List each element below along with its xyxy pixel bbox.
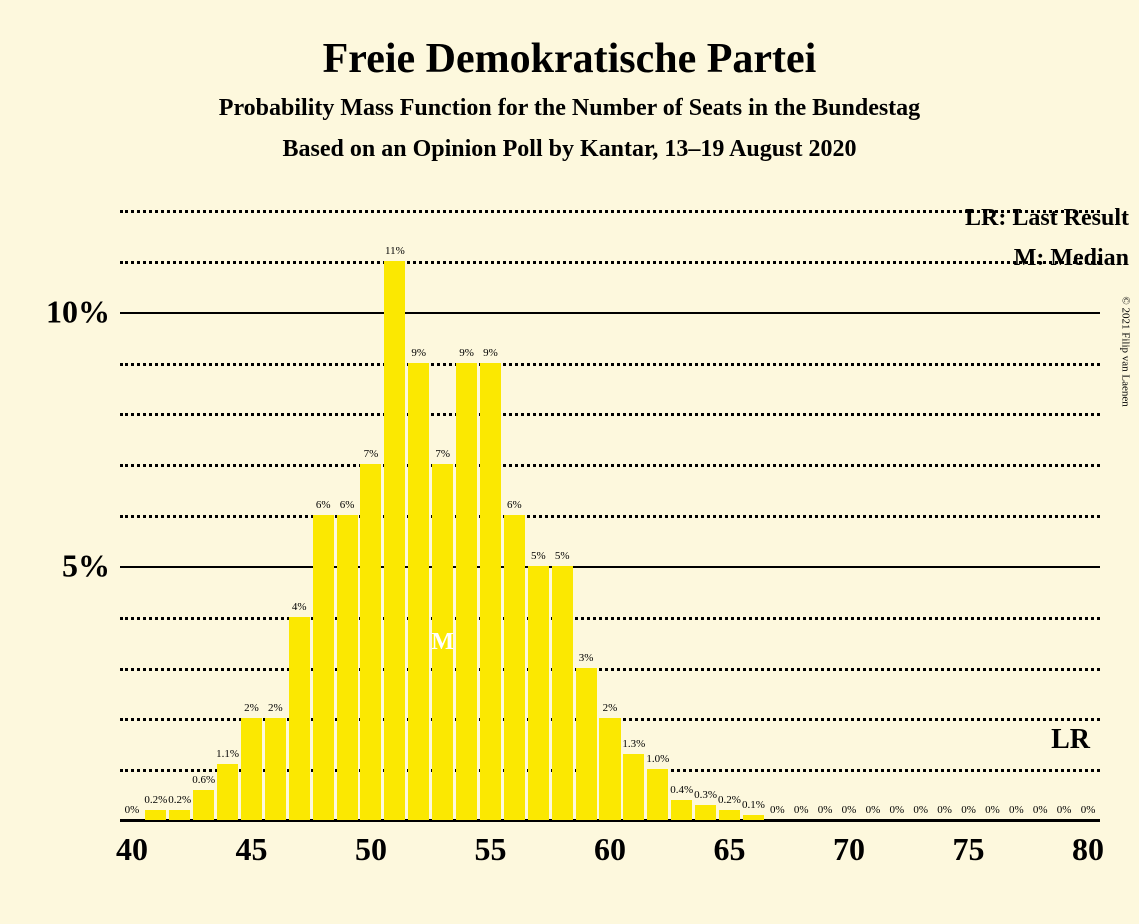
bar <box>671 800 692 820</box>
bar-label: 9% <box>459 347 474 359</box>
y-tick-label: 10% <box>0 293 110 330</box>
bar-label: 0% <box>1009 804 1024 816</box>
bar-label: 3% <box>579 652 594 664</box>
bar-label: 1.1% <box>216 748 239 760</box>
bar <box>265 718 286 820</box>
bar <box>528 566 549 820</box>
x-tick-label: 50 <box>355 831 387 868</box>
bar-label: 1.3% <box>622 738 645 750</box>
bar <box>337 515 358 820</box>
x-tick-label: 75 <box>953 831 985 868</box>
bar <box>552 566 573 820</box>
bar-label: 0% <box>1033 804 1048 816</box>
bar-label: 0.6% <box>192 774 215 786</box>
bar-label: 0% <box>1057 804 1072 816</box>
bar-label: 2% <box>603 702 618 714</box>
bar <box>408 363 429 821</box>
bar <box>169 810 190 820</box>
bar <box>480 363 501 821</box>
bar <box>289 617 310 820</box>
bar-label: 0.2% <box>718 794 741 806</box>
bar-label: 5% <box>531 550 546 562</box>
bar-label: 6% <box>507 499 522 511</box>
bar-label: 7% <box>435 448 450 460</box>
x-tick-label: 55 <box>474 831 506 868</box>
bar-label: 0% <box>770 804 785 816</box>
x-tick-label: 45 <box>235 831 267 868</box>
x-tick-label: 40 <box>116 831 148 868</box>
chart-title: Freie Demokratische Partei <box>30 35 1109 83</box>
bar <box>384 261 405 820</box>
bar-label: 0% <box>842 804 857 816</box>
chart-subtitle2: Based on an Opinion Poll by Kantar, 13–1… <box>30 136 1109 163</box>
bar-label: 0% <box>818 804 833 816</box>
bar-label: 0% <box>961 804 976 816</box>
bar-label: 2% <box>244 702 259 714</box>
bar-label: 0.2% <box>168 794 191 806</box>
bar-label: 0% <box>937 804 952 816</box>
bar-label: 0% <box>889 804 904 816</box>
chart-container: Freie Demokratische Partei Probability M… <box>0 0 1139 924</box>
bar <box>217 764 238 820</box>
bar <box>695 805 716 820</box>
chart-subtitle: Probability Mass Function for the Number… <box>30 95 1109 122</box>
y-tick-label: 5% <box>0 547 110 584</box>
bar-label: 0.1% <box>742 799 765 811</box>
plot-area: 0%0.2%0.2%0.6%1.1%2%2%4%6%6%7%11%9%7%9%9… <box>120 210 1100 820</box>
bar <box>360 464 381 820</box>
bar-label: 0% <box>794 804 809 816</box>
bar-label: 0.2% <box>144 794 167 806</box>
bar-label: 5% <box>555 550 570 562</box>
bar-label: 0% <box>125 804 140 816</box>
bar-label: 0% <box>1081 804 1096 816</box>
x-tick-label: 65 <box>714 831 746 868</box>
bar-label: 0.3% <box>694 789 717 801</box>
bar-label: 9% <box>411 347 426 359</box>
x-tick-label: 70 <box>833 831 865 868</box>
bar-label: 7% <box>364 448 379 460</box>
bar <box>241 718 262 820</box>
bar-label: 0.4% <box>670 784 693 796</box>
bar-label: 2% <box>268 702 283 714</box>
bar <box>504 515 525 820</box>
bar <box>456 363 477 821</box>
bar-label: 1.0% <box>646 753 669 765</box>
bar <box>145 810 166 820</box>
median-marker: M <box>431 629 454 656</box>
bar <box>599 718 620 820</box>
bar <box>743 815 764 820</box>
bar-label: 11% <box>385 245 405 257</box>
bar-label: 9% <box>483 347 498 359</box>
bar-label: 6% <box>316 499 331 511</box>
bar-label: 0% <box>985 804 1000 816</box>
bar <box>193 790 214 821</box>
bar-label: 6% <box>340 499 355 511</box>
bar <box>576 668 597 821</box>
bar-label: 0% <box>913 804 928 816</box>
bar-label: 0% <box>866 804 881 816</box>
copyright-text: © 2021 Filip van Laenen <box>1119 296 1131 406</box>
bar <box>623 754 644 820</box>
x-tick-label: 80 <box>1072 831 1104 868</box>
bar <box>313 515 334 820</box>
x-tick-label: 60 <box>594 831 626 868</box>
bar <box>647 769 668 820</box>
bar <box>719 810 740 820</box>
lr-marker: LR <box>1051 724 1090 756</box>
bar-label: 4% <box>292 601 307 613</box>
